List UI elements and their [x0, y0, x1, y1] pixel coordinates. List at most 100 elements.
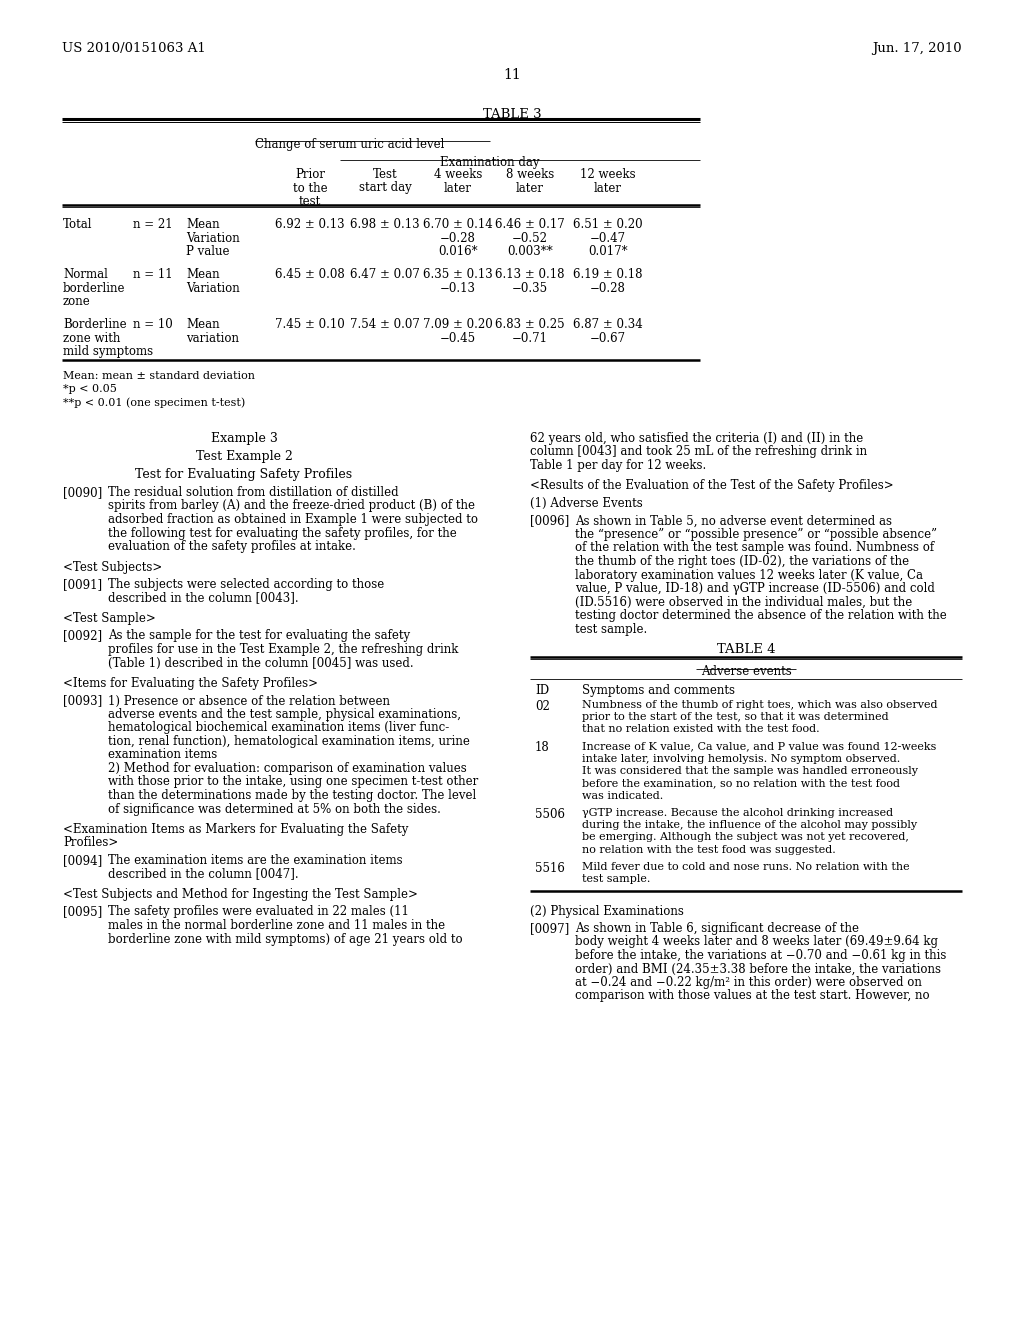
Text: Mild fever due to cold and nose runs. No relation with the: Mild fever due to cold and nose runs. No… [582, 862, 909, 871]
Text: −0.67: −0.67 [590, 331, 626, 345]
Text: no relation with the test food was suggested.: no relation with the test food was sugge… [582, 845, 836, 855]
Text: 6.13 ± 0.18: 6.13 ± 0.18 [496, 268, 565, 281]
Text: examination items: examination items [108, 748, 217, 762]
Text: <Items for Evaluating the Safety Profiles>: <Items for Evaluating the Safety Profile… [63, 677, 318, 690]
Text: −0.28: −0.28 [590, 281, 626, 294]
Text: adsorbed fraction as obtained in Example 1 were subjected to: adsorbed fraction as obtained in Example… [108, 513, 478, 525]
Text: ID: ID [535, 684, 549, 697]
Text: variation: variation [186, 331, 239, 345]
Text: Profiles>: Profiles> [63, 837, 118, 850]
Text: profiles for use in the Test Example 2, the refreshing drink: profiles for use in the Test Example 2, … [108, 643, 459, 656]
Text: 2) Method for evaluation: comparison of examination values: 2) Method for evaluation: comparison of … [108, 762, 467, 775]
Text: testing doctor determined the absence of the relation with the: testing doctor determined the absence of… [575, 609, 947, 622]
Text: −0.13: −0.13 [440, 281, 476, 294]
Text: 6.46 ± 0.17: 6.46 ± 0.17 [496, 218, 565, 231]
Text: 0.003**: 0.003** [507, 246, 553, 257]
Text: −0.28: −0.28 [440, 231, 476, 244]
Text: that no relation existed with the test food.: that no relation existed with the test f… [582, 725, 819, 734]
Text: −0.47: −0.47 [590, 231, 626, 244]
Text: Variation: Variation [186, 281, 240, 294]
Text: adverse events and the test sample, physical examinations,: adverse events and the test sample, phys… [108, 708, 461, 721]
Text: intake later, involving hemolysis. No symptom observed.: intake later, involving hemolysis. No sy… [582, 754, 900, 763]
Text: 62 years old, who satisfied the criteria (I) and (II) in the: 62 years old, who satisfied the criteria… [530, 432, 863, 445]
Text: P value: P value [186, 246, 229, 257]
Text: −0.71: −0.71 [512, 331, 548, 345]
Text: 6.83 ± 0.25: 6.83 ± 0.25 [496, 318, 565, 331]
Text: the following test for evaluating the safety profiles, for the: the following test for evaluating the sa… [108, 527, 457, 540]
Text: −0.52: −0.52 [512, 231, 548, 244]
Text: borderline: borderline [63, 281, 126, 294]
Text: 5506: 5506 [535, 808, 565, 821]
Text: 6.92 ± 0.13: 6.92 ± 0.13 [275, 218, 345, 231]
Text: n = 10: n = 10 [133, 318, 173, 331]
Text: <Test Sample>: <Test Sample> [63, 612, 156, 624]
Text: Examination day: Examination day [440, 156, 540, 169]
Text: Symptoms and comments: Symptoms and comments [582, 684, 735, 697]
Text: γGTP increase. Because the alcohol drinking increased: γGTP increase. Because the alcohol drink… [582, 808, 893, 817]
Text: Borderline: Borderline [63, 318, 127, 331]
Text: Test Example 2: Test Example 2 [196, 450, 293, 463]
Text: (Table 1) described in the column [0045] was used.: (Table 1) described in the column [0045]… [108, 656, 414, 669]
Text: 12 weeks: 12 weeks [581, 168, 636, 181]
Text: TABLE 3: TABLE 3 [482, 108, 542, 121]
Text: 1) Presence or absence of the relation between: 1) Presence or absence of the relation b… [108, 694, 390, 708]
Text: 02: 02 [535, 700, 550, 713]
Text: 5516: 5516 [535, 862, 565, 874]
Text: The subjects were selected according to those: The subjects were selected according to … [108, 578, 384, 591]
Text: Increase of K value, Ca value, and P value was found 12-weeks: Increase of K value, Ca value, and P val… [582, 741, 936, 751]
Text: The examination items are the examination items: The examination items are the examinatio… [108, 854, 402, 867]
Text: 6.35 ± 0.13: 6.35 ± 0.13 [423, 268, 493, 281]
Text: As shown in Table 5, no adverse event determined as: As shown in Table 5, no adverse event de… [575, 515, 892, 528]
Text: of significance was determined at 5% on both the sides.: of significance was determined at 5% on … [108, 803, 441, 816]
Text: Jun. 17, 2010: Jun. 17, 2010 [872, 42, 962, 55]
Text: mild symptoms: mild symptoms [63, 345, 154, 358]
Text: test sample.: test sample. [575, 623, 647, 635]
Text: Numbness of the thumb of right toes, which was also observed: Numbness of the thumb of right toes, whi… [582, 700, 938, 710]
Text: before the examination, so no relation with the test food: before the examination, so no relation w… [582, 779, 900, 788]
Text: [0095]: [0095] [63, 906, 102, 919]
Text: [0096]: [0096] [530, 515, 569, 528]
Text: 7.09 ± 0.20: 7.09 ± 0.20 [423, 318, 493, 331]
Text: zone with: zone with [63, 331, 121, 345]
Text: <Examination Items as Markers for Evaluating the Safety: <Examination Items as Markers for Evalua… [63, 822, 409, 836]
Text: at −0.24 and −0.22 kg/m² in this order) were observed on: at −0.24 and −0.22 kg/m² in this order) … [575, 975, 922, 989]
Text: body weight 4 weeks later and 8 weeks later (69.49±9.64 kg: body weight 4 weeks later and 8 weeks la… [575, 936, 938, 949]
Text: Change of serum uric acid level: Change of serum uric acid level [255, 139, 444, 150]
Text: test: test [299, 195, 322, 209]
Text: [0093]: [0093] [63, 694, 102, 708]
Text: (2) Physical Examinations: (2) Physical Examinations [530, 904, 684, 917]
Text: As shown in Table 6, significant decrease of the: As shown in Table 6, significant decreas… [575, 921, 859, 935]
Text: was indicated.: was indicated. [582, 791, 664, 801]
Text: be emerging. Although the subject was not yet recovered,: be emerging. Although the subject was no… [582, 833, 909, 842]
Text: 6.70 ± 0.14: 6.70 ± 0.14 [423, 218, 493, 231]
Text: Variation: Variation [186, 231, 240, 244]
Text: 6.51 ± 0.20: 6.51 ± 0.20 [573, 218, 643, 231]
Text: Example 3: Example 3 [211, 432, 278, 445]
Text: 0.016*: 0.016* [438, 246, 478, 257]
Text: Mean: mean ± standard deviation: Mean: mean ± standard deviation [63, 371, 255, 381]
Text: <Test Subjects>: <Test Subjects> [63, 561, 162, 573]
Text: n = 21: n = 21 [133, 218, 173, 231]
Text: 18: 18 [535, 741, 550, 754]
Text: [0097]: [0097] [530, 921, 569, 935]
Text: borderline zone with mild symptoms) of age 21 years old to: borderline zone with mild symptoms) of a… [108, 932, 463, 945]
Text: later: later [594, 181, 622, 194]
Text: later: later [516, 181, 544, 194]
Text: 4 weeks: 4 weeks [434, 168, 482, 181]
Text: 6.47 ± 0.07: 6.47 ± 0.07 [350, 268, 420, 281]
Text: the thumb of the right toes (ID-02), the variations of the: the thumb of the right toes (ID-02), the… [575, 554, 909, 568]
Text: spirits from barley (A) and the freeze-dried product (B) of the: spirits from barley (A) and the freeze-d… [108, 499, 475, 512]
Text: US 2010/0151063 A1: US 2010/0151063 A1 [62, 42, 206, 55]
Text: comparison with those values at the test start. However, no: comparison with those values at the test… [575, 990, 930, 1002]
Text: males in the normal borderline zone and 11 males in the: males in the normal borderline zone and … [108, 919, 445, 932]
Text: 8 weeks: 8 weeks [506, 168, 554, 181]
Text: Prior: Prior [295, 168, 325, 181]
Text: than the determinations made by the testing doctor. The level: than the determinations made by the test… [108, 789, 476, 803]
Text: TABLE 4: TABLE 4 [717, 643, 775, 656]
Text: Mean: Mean [186, 218, 219, 231]
Text: described in the column [0047].: described in the column [0047]. [108, 867, 299, 880]
Text: order) and BMI (24.35±3.38 before the intake, the variations: order) and BMI (24.35±3.38 before the in… [575, 962, 941, 975]
Text: column [0043] and took 25 mL of the refreshing drink in: column [0043] and took 25 mL of the refr… [530, 446, 867, 458]
Text: 6.45 ± 0.08: 6.45 ± 0.08 [275, 268, 345, 281]
Text: Normal: Normal [63, 268, 108, 281]
